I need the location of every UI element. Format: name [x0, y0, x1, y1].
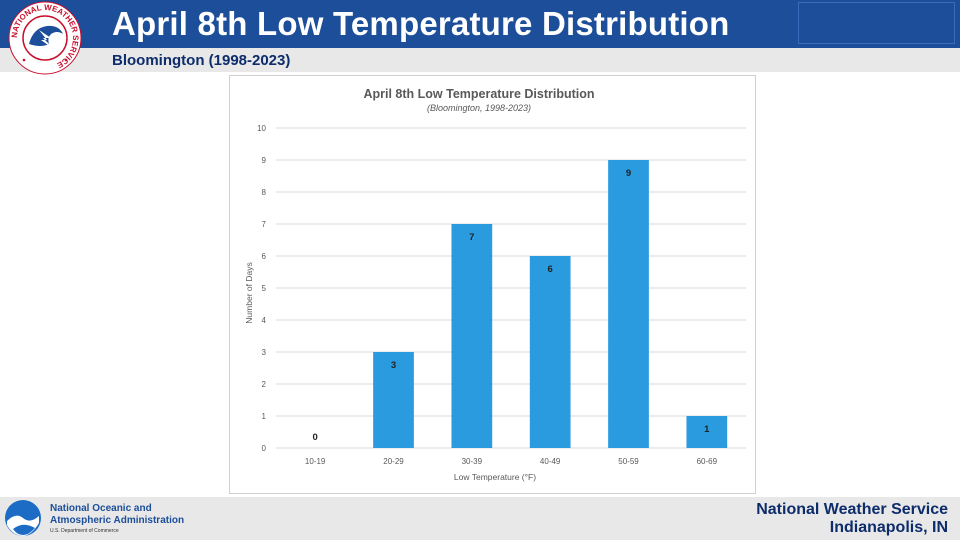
x-tick-label: 20-29 [383, 457, 404, 466]
bar [686, 416, 728, 448]
y-tick-label: 0 [262, 444, 267, 453]
y-tick-label: 3 [262, 348, 267, 357]
x-tick-label: 10-19 [305, 457, 326, 466]
y-tick-label: 4 [262, 316, 267, 325]
footer-bar: National Oceanic and Atmospheric Adminis… [0, 497, 960, 540]
data-label: 9 [626, 168, 631, 179]
x-tick-label: 30-39 [462, 457, 483, 466]
nws-office: Indianapolis, IN [829, 519, 948, 536]
y-tick-label: 2 [262, 380, 267, 389]
noaa-name-line2: Atmospheric Administration [50, 515, 185, 526]
y-tick-label: 1 [262, 412, 267, 421]
y-axis-label: Number of Days [244, 262, 254, 323]
x-tick-label: 50-59 [618, 457, 639, 466]
x-tick-label: 40-49 [540, 457, 561, 466]
bar [451, 224, 493, 448]
chart-panel: April 8th Low Temperature Distribution (B… [229, 75, 756, 494]
data-label: 7 [469, 232, 474, 243]
x-axis-label: Low Temperature (°F) [454, 472, 536, 482]
header-bar: April 8th Low Temperature Distribution [0, 0, 960, 48]
noaa-logo-icon [5, 500, 41, 536]
y-tick-label: 10 [257, 124, 266, 133]
y-tick-label: 5 [262, 284, 267, 293]
bar-chart: April 8th Low Temperature Distribution (B… [244, 87, 746, 482]
subtitle-bar: Bloomington (1998-2023) [0, 48, 960, 72]
y-tick-label: 6 [262, 252, 267, 261]
x-tick-label: 60-69 [697, 457, 718, 466]
data-label: 3 [391, 360, 396, 371]
noaa-name-line1: National Oceanic and [50, 503, 152, 514]
y-tick-label: 7 [262, 220, 267, 229]
nws-logo-icon: NATIONAL WEATHER SERVICE [8, 1, 82, 75]
page-title: April 8th Low Temperature Distribution [112, 5, 730, 42]
data-label: 6 [548, 264, 553, 275]
y-tick-label: 9 [262, 156, 267, 165]
page-subtitle: Bloomington (1998-2023) [112, 52, 291, 69]
chart-title: April 8th Low Temperature Distribution [363, 87, 594, 101]
noaa-department: U.S. Department of Commerce [50, 528, 119, 534]
y-tick-label: 8 [262, 188, 267, 197]
bar [608, 160, 649, 448]
bar [373, 352, 414, 448]
header-placeholder-box [798, 2, 955, 44]
bar [529, 256, 571, 448]
data-label: 0 [313, 432, 318, 443]
data-label: 1 [704, 424, 710, 435]
chart-subtitle: (Bloomington, 1998-2023) [427, 103, 531, 113]
nws-name: National Weather Service [756, 501, 948, 518]
